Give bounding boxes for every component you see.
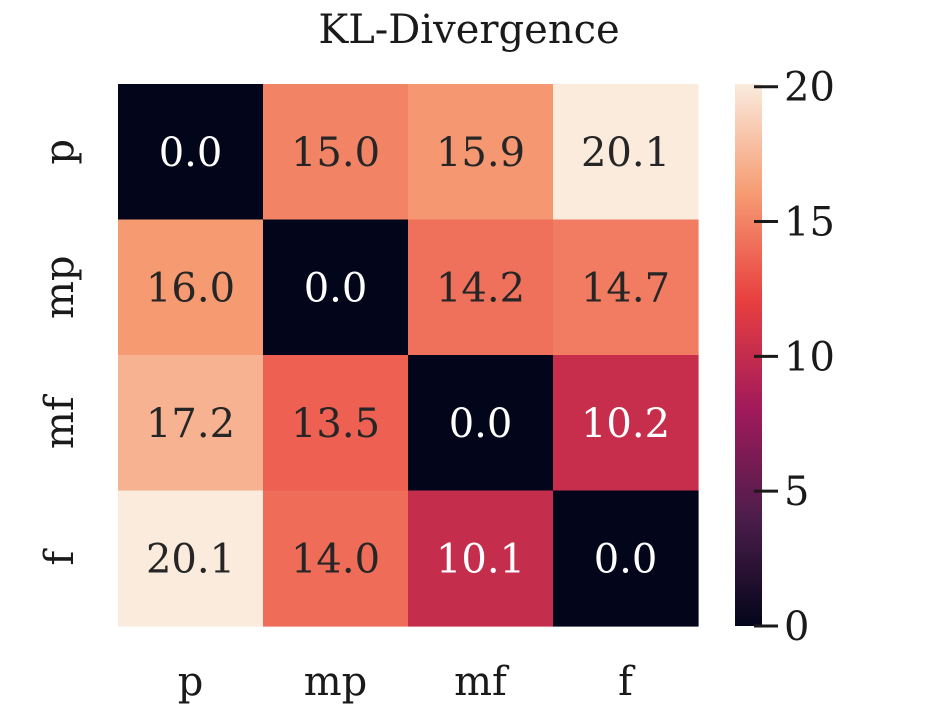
colorbar-ticks: 0 5 10 15 20 [754, 65, 835, 650]
cell-label: 0.0 [304, 265, 368, 311]
heatmap-cell-mf-mf [408, 355, 554, 492]
colorbar-tick-label: 10 [784, 334, 835, 380]
cell-label: 20.1 [146, 536, 235, 582]
cell-label: 0.0 [449, 401, 513, 447]
cell-label: 15.9 [436, 130, 525, 176]
heatmap-cell-p-mp [263, 84, 409, 221]
colorbar: 0 5 10 15 20 [735, 65, 835, 650]
cell-label: 10.2 [581, 401, 670, 447]
cell-label: 17.2 [146, 401, 235, 447]
y-axis-tick-labels: p mp mf f [37, 139, 83, 566]
y-tick-label: f [37, 548, 83, 566]
y-tick-label: p [37, 139, 83, 165]
x-tick-label: p [178, 659, 204, 704]
cell-label: 0.0 [594, 536, 658, 582]
colorbar-tick-label: 0 [784, 604, 809, 650]
cell-label: 0.0 [159, 130, 223, 176]
heatmap-cell-p-f [553, 84, 699, 221]
heatmap-cell-mp-mp [263, 219, 409, 356]
heatmap-cell-p-p [118, 84, 264, 221]
heatmap-cell-mp-p [118, 219, 264, 356]
cell-label: 14.7 [581, 265, 670, 311]
heatmap-cell-mp-f [553, 219, 699, 356]
y-tick-label: mp [37, 255, 83, 319]
heatmap-cell-f-mp [263, 490, 409, 627]
heatmap-cell-f-p [118, 490, 264, 627]
heatmap-cell-p-mf [408, 84, 554, 221]
heatmap-cell-f-mf [408, 490, 554, 627]
colorbar-tick-label: 20 [784, 65, 835, 111]
x-tick-label: f [618, 659, 636, 704]
colorbar-tick-label: 5 [784, 469, 809, 515]
heatmap-cell-mf-mp [263, 355, 409, 492]
heatmap-cells [118, 84, 699, 627]
chart-title: KL-Divergence [318, 7, 619, 53]
x-tick-label: mp [304, 659, 368, 704]
x-tick-label: mf [454, 659, 510, 704]
cell-label: 20.1 [581, 130, 670, 176]
heatmap-cell-mf-f [553, 355, 699, 492]
cell-label: 15.0 [291, 130, 380, 176]
cell-label: 13.5 [291, 401, 380, 447]
colorbar-tick-label: 15 [784, 200, 835, 246]
heatmap-cell-mf-p [118, 355, 264, 492]
y-tick-label: mf [37, 393, 83, 449]
cell-label: 16.0 [146, 265, 235, 311]
heatmap-cell-f-f [553, 490, 699, 627]
cell-label: 14.0 [291, 536, 380, 582]
x-axis-tick-labels: p mp mf f [178, 659, 636, 704]
heatmap-cell-labels: 0.0 15.0 15.9 20.1 16.0 0.0 14.2 14.7 17.2 13.5 0.… [146, 130, 670, 583]
cell-label: 14.2 [436, 265, 525, 311]
cell-label: 10.1 [436, 536, 525, 582]
heatmap-cell-mp-mf [408, 219, 554, 356]
